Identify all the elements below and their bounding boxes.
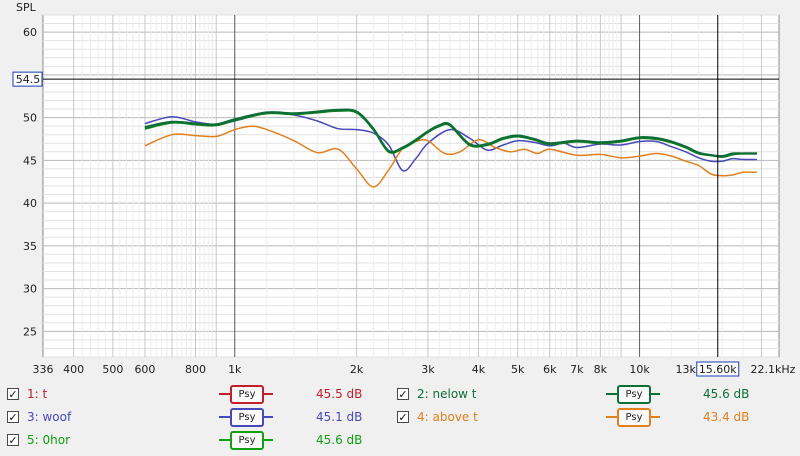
- y-tick-label: 50: [23, 112, 37, 125]
- x-tick-label: 6k: [543, 363, 557, 376]
- cursor-y-readout-box: [12, 71, 43, 87]
- cursor[interactable]: 54.5 15.60k: [12, 15, 779, 377]
- y-tick-label: 30: [23, 283, 37, 296]
- legend-label: 4: above t: [417, 410, 478, 424]
- x-tick-label: 3k: [421, 363, 435, 376]
- x-tick-label: 800: [185, 363, 206, 376]
- x-tick-label: 22.1kHz: [751, 363, 796, 376]
- y-axis-label: SPL: [16, 1, 37, 14]
- psy-button[interactable]: Psy: [219, 431, 273, 450]
- legend-db-value: 43.4 dB: [703, 410, 750, 424]
- psy-label: Psy: [230, 385, 264, 404]
- x-tick-label: 7k: [570, 363, 584, 376]
- legend-item: ✓ 4: above t: [397, 410, 547, 428]
- series-line-2-nelow-t: [144, 108, 757, 158]
- x-tick-label: 13k: [676, 363, 697, 376]
- x-tick-label: 1k: [228, 363, 242, 376]
- x-tick-label: 5k: [511, 363, 525, 376]
- x-tick-label: 2k: [350, 363, 364, 376]
- x-tick-label: 4k: [472, 363, 486, 376]
- legend-item: ✓ 1: t: [7, 387, 157, 405]
- legend-item: ✓ 2: nelow t: [397, 387, 547, 405]
- grid: [43, 14, 779, 358]
- legend-label: 2: nelow t: [417, 387, 477, 401]
- y-tick-label: 40: [23, 197, 37, 210]
- legend-checkbox[interactable]: ✓: [7, 434, 19, 447]
- psy-label: Psy: [230, 408, 264, 427]
- y-tick-label: 25: [23, 325, 37, 338]
- legend-db-value: 45.1 dB: [316, 410, 363, 424]
- x-tick-label: 600: [134, 363, 155, 376]
- spl-chart[interactable]: 54.5 15.60k 25 30 35 40 45 50 60 336 400 500 600 800…: [0, 0, 800, 382]
- legend: ✓ 1: t Psy 45.5 dB ✓ 2: nelow t Psy 45.6 dB ✓ 3: …: [0, 382, 800, 456]
- psy-button[interactable]: Psy: [606, 408, 660, 427]
- y-tick-label: 35: [23, 240, 37, 253]
- psy-button[interactable]: Psy: [606, 385, 660, 404]
- legend-label: 5: 0hor: [27, 433, 71, 447]
- cursor-y-readout: 54.5: [16, 73, 41, 86]
- psy-label: Psy: [617, 408, 651, 427]
- y-tick-label: 45: [23, 154, 37, 167]
- legend-item: ✓ 5: 0hor: [7, 433, 157, 451]
- legend-db-value: 45.6 dB: [703, 387, 750, 401]
- series-layer: [144, 108, 758, 188]
- legend-checkbox[interactable]: ✓: [397, 411, 409, 424]
- legend-db-value: 45.6 dB: [316, 433, 363, 447]
- legend-item: ✓ 3: woof: [7, 410, 157, 428]
- cursor-x-readout: 15.60k: [699, 363, 737, 376]
- legend-label: 1: t: [27, 387, 48, 401]
- x-tick-label: 10k: [629, 363, 650, 376]
- x-tick-label: 500: [102, 363, 123, 376]
- legend-checkbox[interactable]: ✓: [7, 411, 19, 424]
- x-tick-label: 336: [33, 363, 54, 376]
- series-line-4-above-t: [144, 125, 758, 188]
- x-tick-label: 400: [63, 363, 84, 376]
- psy-label: Psy: [230, 431, 264, 450]
- legend-label: 3: woof: [27, 410, 72, 424]
- legend-checkbox[interactable]: ✓: [7, 388, 19, 401]
- cursor-x-readout-box: [696, 361, 740, 377]
- y-tick-label: 60: [23, 26, 37, 39]
- psy-label: Psy: [617, 385, 651, 404]
- legend-checkbox[interactable]: ✓: [397, 388, 409, 401]
- x-tick-label: 8k: [594, 363, 608, 376]
- axes: 25 30 35 40 45 50 60 336 400 500 600 800 1k 2k 3k 4k 5k 6…: [23, 26, 796, 376]
- psy-button[interactable]: Psy: [219, 408, 273, 427]
- legend-db-value: 45.5 dB: [316, 387, 363, 401]
- psy-button[interactable]: Psy: [219, 385, 273, 404]
